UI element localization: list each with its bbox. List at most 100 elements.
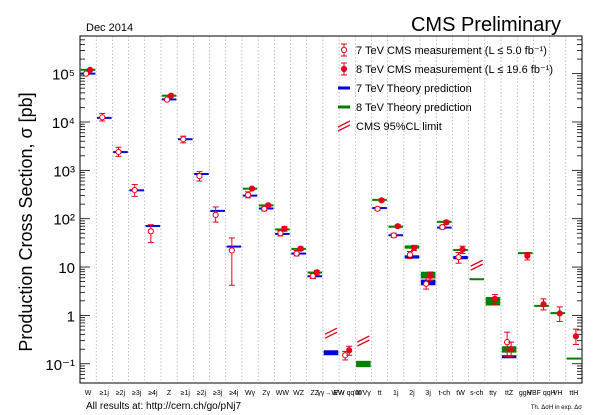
meas-7tev-point (439, 224, 446, 231)
plot-frame (79, 35, 583, 384)
theory-band (145, 225, 161, 228)
meas-7tev-point (212, 211, 219, 218)
legend-marker (338, 105, 350, 109)
x-tick-label: ttZ (505, 390, 514, 397)
x-tick-label: s-ch (470, 390, 483, 397)
meas-8tev-point (248, 185, 256, 192)
category-labels: W ≥1j ≥2j ≥3j ≥4j Z ≥1j ≥2j ≥3j ≥4j Wγ Zγ WW WZ ZZγγ→W… (85, 390, 579, 397)
x-tick-label: WVγ (356, 390, 371, 397)
meas-8tev-point (265, 202, 272, 209)
x-tick-label: ttH (569, 390, 578, 397)
footer-link: All results at: http://cern.ch/go/pNj7 (86, 401, 242, 412)
meas-8tev-point (410, 244, 418, 251)
meas-8tev-point (86, 66, 94, 73)
meas-7tev-point (99, 114, 106, 121)
theory-band (566, 357, 582, 360)
theory-band (210, 209, 225, 212)
meas-7tev-point (244, 191, 252, 199)
y-tick-label: 1 (67, 308, 75, 325)
x-tick-label: ≥2j (116, 390, 126, 397)
meas-7tev-point (115, 148, 122, 156)
meas-7tev-point (423, 280, 430, 287)
x-tick-label: ≥1j (181, 390, 191, 397)
meas-7tev-point (147, 228, 154, 235)
x-tick-label: VBF qqH (527, 390, 555, 397)
y-tick-label: 10⁵ (52, 67, 75, 84)
meas-8tev-point (378, 197, 385, 204)
legend-label: CMS 95%CL limit (356, 121, 442, 133)
meas-8tev-point (394, 223, 401, 230)
legend-label: 8 TeV Theory prediction (356, 102, 472, 114)
legend: 7 TeV CMS measurement (L ≤ 5.0 fb⁻¹) 8 Te… (337, 43, 553, 133)
chart-title: CMS Preliminary (411, 14, 561, 36)
axes (79, 35, 583, 384)
legend-label: 7 TeV CMS measurement (L ≤ 5.0 fb⁻¹) (356, 45, 547, 57)
footnote: Th. ΔσH in exp. Δσ (531, 405, 582, 411)
meas-8tev-point (346, 347, 353, 354)
x-tick-label: 3j (425, 390, 431, 397)
x-tick-label: W (85, 390, 92, 397)
limit-marker (324, 331, 338, 339)
meas-8tev-point (524, 252, 531, 260)
meas-7tev-point (406, 251, 414, 258)
meas-7tev-point (309, 272, 316, 280)
x-tick-label: tW (456, 390, 465, 397)
meas-8tev-point (491, 295, 499, 302)
x-tick-label: ZZ (311, 390, 320, 397)
meas-8tev-point (508, 346, 515, 353)
theory-band (469, 278, 485, 281)
meas-7tev-point (390, 232, 397, 239)
x-tick-label: ≥4j (229, 390, 239, 397)
theory-band (518, 252, 533, 255)
meas-8tev-point (313, 269, 320, 276)
x-tick-label: ≥4j (148, 390, 158, 397)
meas-7tev-point (196, 173, 203, 180)
theory-band (226, 245, 242, 248)
meas-8tev-point (297, 245, 304, 252)
meas-8tev-point (459, 246, 466, 253)
meas-8tev-point (443, 219, 450, 226)
limit-markers (324, 259, 484, 347)
legend-marker (340, 65, 348, 73)
meas-8tev-point (540, 301, 547, 308)
x-tick-label: ttγ (489, 390, 497, 397)
meas-7tev-point (82, 70, 90, 77)
x-tick-label: Wγ (245, 390, 256, 397)
meas-8tev-point (167, 92, 175, 99)
x-tick-label: Z (167, 390, 172, 397)
limit-marker (324, 327, 338, 335)
limit-marker (357, 339, 370, 347)
theory-band (323, 350, 339, 356)
y-tick-label: 10⁻¹ (45, 357, 75, 374)
y-axis-title: Production Cross Section, σ [pb] (16, 92, 36, 351)
legend-marker (338, 86, 350, 90)
x-tick-label: 1j (393, 390, 399, 397)
meas-8tev-point (427, 272, 434, 280)
legend-marker (340, 46, 348, 54)
x-tick-label: ≥1j (100, 390, 110, 397)
meas-7tev-point (455, 254, 462, 261)
y-tick-labels: 10⁻¹ 1 10 10² 10³ 10⁴ 10⁵ (45, 67, 75, 374)
x-tick-label: γγ→WW (317, 390, 345, 397)
y-tick-label: 10⁴ (52, 115, 75, 132)
meas-7tev-point (293, 250, 300, 257)
limit-marker (357, 335, 370, 343)
meas-8tev-point (556, 310, 563, 317)
meas-7tev-point (277, 230, 284, 237)
x-tick-label: 2j (409, 390, 415, 397)
date-label: Dec 2014 (86, 22, 133, 34)
meas-7tev-point (131, 187, 138, 194)
x-tick-label: WW (276, 390, 290, 397)
limit-marker (470, 263, 484, 271)
legend-marker (337, 124, 351, 132)
meas-8tev-point (281, 225, 288, 232)
y-tick-label: 10² (53, 212, 75, 229)
meas-7tev-point (261, 205, 268, 212)
meas-7tev-point (228, 247, 235, 254)
theory-band (356, 360, 371, 368)
meas-7tev-point (180, 136, 187, 143)
theory-band (485, 297, 501, 306)
meas-7tev-point (374, 205, 381, 212)
